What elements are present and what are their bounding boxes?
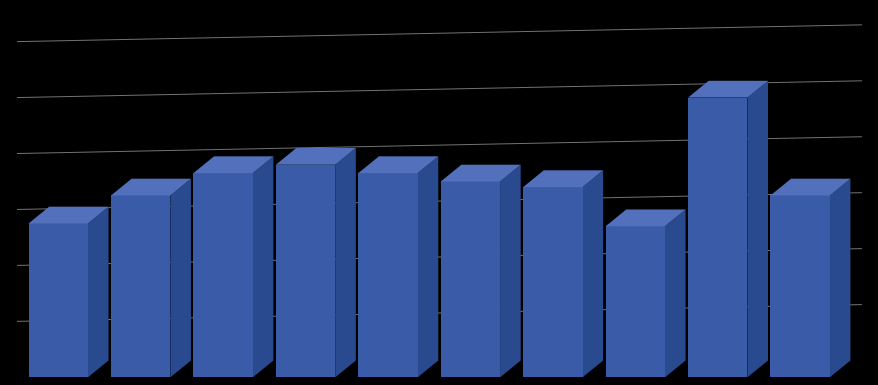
Bar [358,173,417,377]
Polygon shape [335,148,356,377]
Bar [522,187,582,377]
Polygon shape [500,165,520,377]
Bar [29,223,88,377]
Polygon shape [440,165,520,181]
Bar [687,97,746,377]
Polygon shape [170,179,191,377]
Polygon shape [664,209,685,377]
Bar [605,226,664,377]
Bar [193,173,253,377]
Polygon shape [417,156,438,377]
Polygon shape [253,156,273,377]
Polygon shape [605,209,685,226]
Bar [111,196,170,377]
Polygon shape [276,148,356,165]
Polygon shape [88,207,108,377]
Bar [440,181,500,377]
Polygon shape [770,179,849,196]
Polygon shape [193,156,273,173]
Polygon shape [111,179,191,196]
Bar [770,196,829,377]
Bar [276,165,335,377]
Polygon shape [746,81,767,377]
Polygon shape [829,179,849,377]
Polygon shape [522,170,602,187]
Polygon shape [687,81,767,97]
Polygon shape [582,170,602,377]
Polygon shape [358,156,438,173]
Polygon shape [29,207,108,223]
